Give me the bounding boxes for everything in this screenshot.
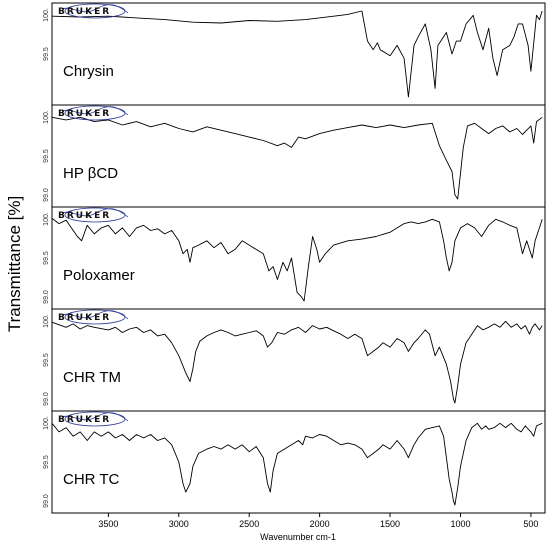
panel-frame — [51, 410, 546, 514]
spectrum-panel: 100. 99.5 99.0 BRUKER CHR TM — [43, 308, 546, 412]
spectrum-line — [51, 320, 543, 404]
sample-label: CHR TM — [63, 369, 121, 386]
logo-text: BRUKER — [58, 109, 111, 119]
sample-label: HP βCD — [63, 165, 118, 182]
bruker-logo: BRUKER — [58, 309, 129, 325]
x-tick-label: 1000 — [450, 519, 470, 529]
y-tick-label: 100. — [43, 8, 50, 22]
bruker-logo: BRUKER — [58, 3, 129, 19]
x-axis-title: Wavenumber cm-1 — [260, 532, 336, 542]
y-tick-label: 99.0 — [43, 188, 50, 202]
panel-frame — [51, 104, 546, 208]
spectrum-panel: 100. 99.5 99.0 BRUKER CHR TC — [43, 410, 546, 514]
bruker-logo: BRUKER — [58, 105, 129, 121]
sample-label: Chrysin — [63, 63, 114, 80]
x-tick-label: 2500 — [239, 519, 259, 529]
spectrum-line — [51, 422, 543, 506]
spectrum-line — [51, 10, 543, 98]
y-tick-label: 99.5 — [43, 251, 50, 265]
x-tick-label: 2000 — [310, 519, 330, 529]
spectra-panels: 100. 99.5 BRUKER Chrysin 100. 99.5 99.0 BRUKER H… — [43, 2, 546, 514]
y-tick-label: 99.5 — [43, 47, 50, 61]
sample-label: Poloxamer — [63, 267, 135, 284]
logo-text: BRUKER — [58, 313, 111, 323]
bruker-logo: BRUKER — [58, 411, 129, 427]
sample-label: CHR TC — [63, 471, 120, 488]
y-tick-label: 99.5 — [43, 149, 50, 163]
y-tick-label: 99.5 — [43, 353, 50, 367]
x-tick-label: 1500 — [380, 519, 400, 529]
y-tick-label: 100. — [43, 314, 50, 328]
y-tick-label: 99.0 — [43, 392, 50, 406]
x-tick-label: 3500 — [98, 519, 118, 529]
logo-text: BRUKER — [58, 211, 111, 221]
logo-text: BRUKER — [58, 7, 111, 17]
spectrum-panel: 100. 99.5 99.0 BRUKER Poloxamer — [43, 206, 546, 310]
y-tick-label: 99.5 — [43, 455, 50, 469]
x-tick-label: 500 — [523, 519, 538, 529]
spectrum-line — [51, 116, 543, 200]
y-tick-label: 99.0 — [43, 290, 50, 304]
x-tick-label: 3000 — [169, 519, 189, 529]
x-axis: 3500 3000 2500 2000 1500 1000 500 — [98, 513, 538, 529]
y-tick-label: 100. — [43, 110, 50, 124]
spectrum-panel: 100. 99.5 99.0 BRUKER HP βCD — [43, 104, 546, 208]
panel-frame — [51, 308, 546, 412]
y-tick-label: 100. — [43, 416, 50, 430]
bruker-logo: BRUKER — [58, 207, 129, 223]
y-tick-label: 100. — [43, 212, 50, 226]
logo-text: BRUKER — [58, 415, 111, 425]
y-tick-label: 99.0 — [43, 494, 50, 508]
spectrum-panel: 100. 99.5 BRUKER Chrysin — [43, 2, 546, 106]
spectrum-line — [51, 218, 543, 302]
y-axis-title: Transmittance [%] — [5, 196, 24, 332]
